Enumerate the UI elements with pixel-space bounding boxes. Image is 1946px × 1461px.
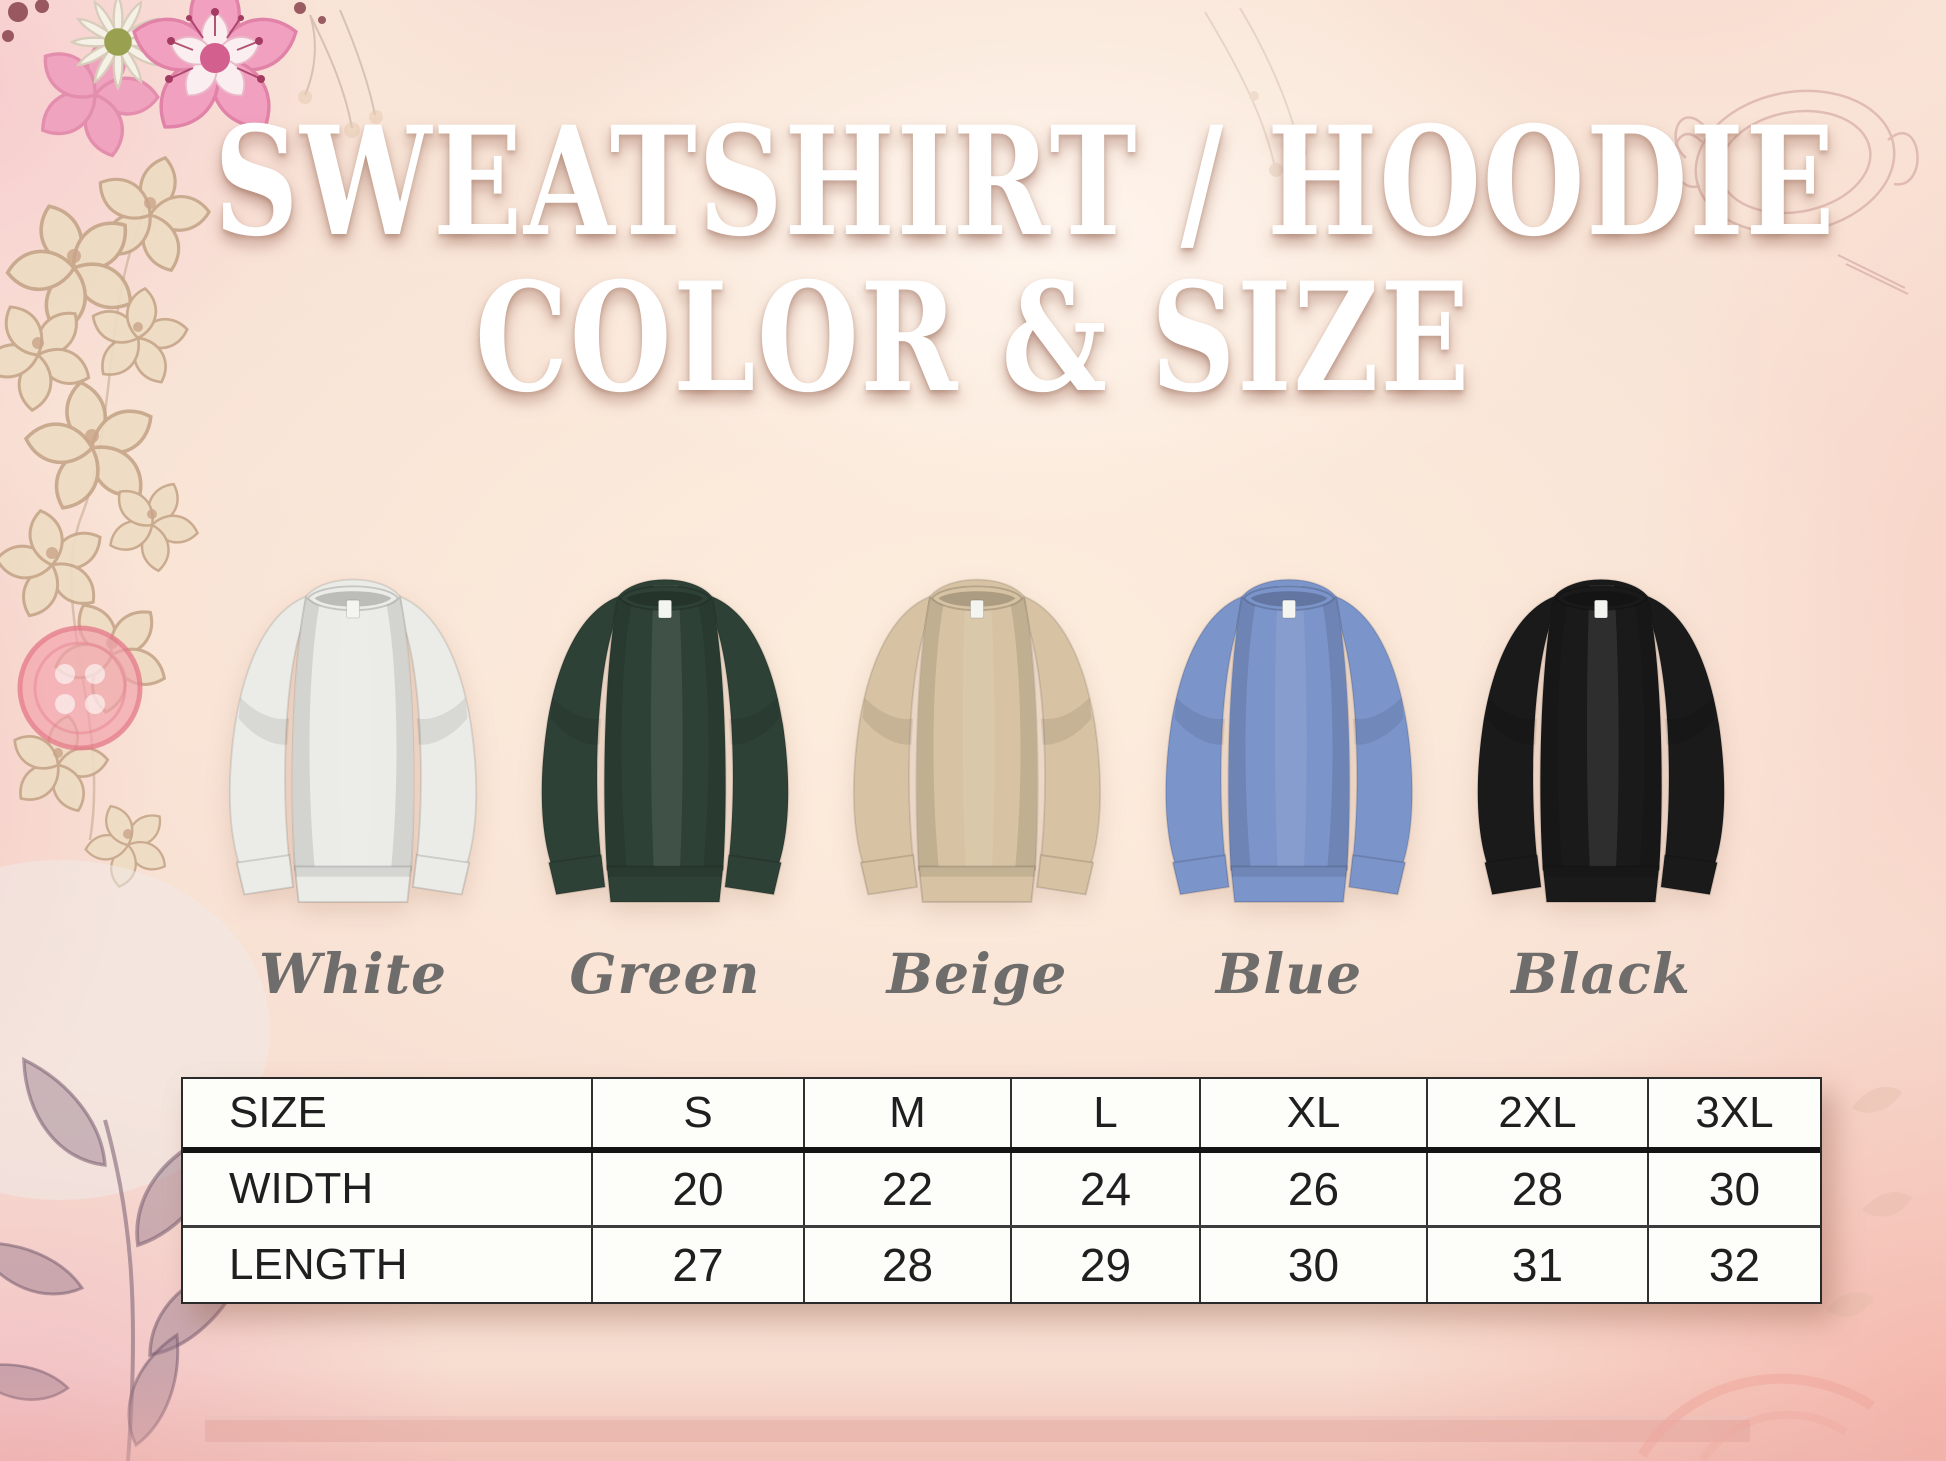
color-option-blue: Blue <box>1139 552 1439 1006</box>
size-table-header-cell: M <box>805 1079 1012 1147</box>
size-table-cell: 28 <box>1428 1153 1649 1225</box>
size-table-cell: 22 <box>805 1153 1012 1225</box>
size-table-header-cell: 3XL <box>1695 1088 1774 1137</box>
title-line-1: SWEATSHIRT / HOODIE <box>214 94 1837 270</box>
size-table-cell: 30 <box>1201 1228 1428 1302</box>
color-label: Blue <box>1215 941 1363 1006</box>
size-table-cell: 31 <box>1428 1228 1649 1302</box>
size-table-cell: 26 <box>1201 1153 1428 1225</box>
color-option-black: Black <box>1451 552 1751 1006</box>
size-table-cell: 28 <box>805 1228 1012 1302</box>
color-options-row: White Green Beige Blue Black <box>203 552 1751 1006</box>
size-table-cell: 29 <box>1012 1228 1201 1302</box>
color-option-beige: Beige <box>827 552 1127 1006</box>
sweatshirt-image-green <box>515 552 815 937</box>
size-table-header-cell: 2XL <box>1428 1079 1649 1147</box>
size-table-row-label: LENGTH <box>183 1228 593 1302</box>
color-option-white: White <box>203 552 503 1006</box>
size-table-header-cell: L <box>1012 1079 1201 1147</box>
page-title: SWEATSHIRT / HOODIE COLOR & SIZE <box>0 104 1946 416</box>
color-label: Black <box>1511 941 1691 1006</box>
color-label: White <box>258 941 448 1006</box>
color-label: Beige <box>886 941 1068 1006</box>
size-table-cell: 20 <box>593 1153 805 1225</box>
sweatshirt-image-white <box>203 552 503 937</box>
size-table-width-row: WIDTH 20 22 24 26 28 30 <box>183 1153 1820 1228</box>
sweatshirt-image-black <box>1451 552 1751 937</box>
size-table-length-row: LENGTH 27 28 29 30 31 32 <box>183 1228 1820 1302</box>
size-table-header-row: SIZE S M L XL 2XL 3XL <box>183 1079 1820 1153</box>
size-table-row-label: WIDTH <box>183 1153 593 1225</box>
size-table-cell: 30 <box>1708 1163 1761 1215</box>
size-chart-table: SIZE S M L XL 2XL 3XL WIDTH 20 22 24 26 … <box>181 1077 1822 1304</box>
size-table-header-cell: S <box>593 1079 805 1147</box>
color-option-green: Green <box>515 552 815 1006</box>
size-table-cell: 27 <box>593 1228 805 1302</box>
size-table-header-cell: XL <box>1201 1079 1428 1147</box>
sweatshirt-image-blue <box>1139 552 1439 937</box>
title-line-2: COLOR & SIZE <box>474 250 1472 426</box>
size-table-header-cell: SIZE <box>183 1079 593 1147</box>
color-label: Green <box>569 941 761 1006</box>
size-table-cell: 24 <box>1012 1153 1201 1225</box>
size-table-cell: 32 <box>1708 1239 1761 1291</box>
sweatshirt-image-beige <box>827 552 1127 937</box>
